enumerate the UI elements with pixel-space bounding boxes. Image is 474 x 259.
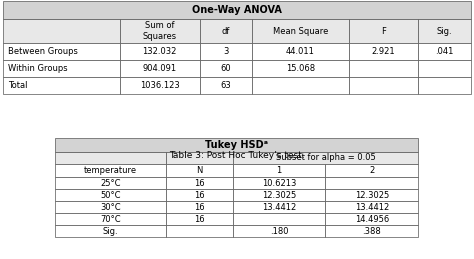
FancyBboxPatch shape (349, 77, 418, 94)
Text: 50°C: 50°C (100, 191, 121, 199)
FancyBboxPatch shape (55, 201, 166, 213)
Text: 70°C: 70°C (100, 214, 121, 224)
FancyBboxPatch shape (252, 60, 349, 77)
FancyBboxPatch shape (349, 19, 418, 43)
FancyBboxPatch shape (418, 60, 471, 77)
FancyBboxPatch shape (166, 189, 233, 201)
Text: temperature: temperature (84, 166, 137, 175)
FancyBboxPatch shape (200, 19, 252, 43)
FancyBboxPatch shape (55, 164, 166, 177)
FancyBboxPatch shape (233, 164, 326, 177)
Text: 60: 60 (220, 64, 231, 73)
Text: 3: 3 (223, 47, 228, 56)
Text: Sig.: Sig. (103, 227, 118, 235)
Text: .041: .041 (435, 47, 454, 56)
Text: One-Way ANOVA: One-Way ANOVA (192, 5, 282, 15)
FancyBboxPatch shape (326, 189, 418, 201)
Text: df: df (222, 26, 230, 35)
FancyBboxPatch shape (120, 43, 200, 60)
Text: 2.921: 2.921 (371, 47, 395, 56)
FancyBboxPatch shape (55, 213, 166, 225)
FancyBboxPatch shape (55, 177, 166, 189)
FancyBboxPatch shape (233, 177, 326, 189)
FancyBboxPatch shape (200, 77, 252, 94)
Text: 13.4412: 13.4412 (262, 203, 296, 212)
Text: 2: 2 (369, 166, 374, 175)
FancyBboxPatch shape (166, 177, 233, 189)
FancyBboxPatch shape (349, 43, 418, 60)
Text: Sig.: Sig. (437, 26, 452, 35)
FancyBboxPatch shape (233, 225, 326, 237)
Text: 16: 16 (194, 191, 205, 199)
FancyBboxPatch shape (200, 60, 252, 77)
Text: 25°C: 25°C (100, 178, 121, 188)
Text: Sum of
Squares: Sum of Squares (143, 21, 177, 41)
FancyBboxPatch shape (120, 60, 200, 77)
Text: 14.4956: 14.4956 (355, 214, 389, 224)
FancyBboxPatch shape (326, 201, 418, 213)
FancyBboxPatch shape (233, 152, 418, 164)
FancyBboxPatch shape (166, 225, 233, 237)
Text: 63: 63 (220, 81, 231, 90)
Text: N: N (196, 166, 203, 175)
FancyBboxPatch shape (349, 60, 418, 77)
FancyBboxPatch shape (233, 201, 326, 213)
Text: 13.4412: 13.4412 (355, 203, 389, 212)
Text: .180: .180 (270, 227, 288, 235)
FancyBboxPatch shape (326, 164, 418, 177)
FancyBboxPatch shape (233, 213, 326, 225)
FancyBboxPatch shape (120, 77, 200, 94)
FancyBboxPatch shape (166, 152, 233, 164)
Text: 12.3025: 12.3025 (355, 191, 389, 199)
FancyBboxPatch shape (55, 189, 166, 201)
Text: 44.011: 44.011 (286, 47, 315, 56)
FancyBboxPatch shape (233, 189, 326, 201)
Text: 1036.123: 1036.123 (140, 81, 180, 90)
FancyBboxPatch shape (3, 43, 120, 60)
FancyBboxPatch shape (418, 19, 471, 43)
Text: 15.068: 15.068 (286, 64, 315, 73)
Text: Subset for alpha = 0.05: Subset for alpha = 0.05 (275, 154, 375, 162)
Text: Within Groups: Within Groups (8, 64, 67, 73)
FancyBboxPatch shape (252, 19, 349, 43)
FancyBboxPatch shape (326, 225, 418, 237)
FancyBboxPatch shape (166, 201, 233, 213)
FancyBboxPatch shape (3, 60, 120, 77)
FancyBboxPatch shape (418, 77, 471, 94)
FancyBboxPatch shape (120, 19, 200, 43)
FancyBboxPatch shape (55, 138, 418, 152)
Text: F: F (381, 26, 386, 35)
Text: 132.032: 132.032 (143, 47, 177, 56)
Text: 1: 1 (276, 166, 282, 175)
FancyBboxPatch shape (55, 225, 166, 237)
FancyBboxPatch shape (3, 1, 471, 19)
FancyBboxPatch shape (166, 213, 233, 225)
Text: Mean Square: Mean Square (273, 26, 328, 35)
Text: Between Groups: Between Groups (8, 47, 78, 56)
Text: 10.6213: 10.6213 (262, 178, 296, 188)
Text: 904.091: 904.091 (143, 64, 177, 73)
FancyBboxPatch shape (418, 43, 471, 60)
FancyBboxPatch shape (3, 77, 120, 94)
FancyBboxPatch shape (3, 19, 120, 43)
FancyBboxPatch shape (326, 177, 418, 189)
Text: 30°C: 30°C (100, 203, 121, 212)
FancyBboxPatch shape (252, 77, 349, 94)
Text: 12.3025: 12.3025 (262, 191, 296, 199)
FancyBboxPatch shape (166, 164, 233, 177)
Text: 16: 16 (194, 214, 205, 224)
Text: 16: 16 (194, 203, 205, 212)
FancyBboxPatch shape (200, 43, 252, 60)
FancyBboxPatch shape (55, 152, 166, 164)
FancyBboxPatch shape (252, 43, 349, 60)
Text: Table 3: Post Hoc Tukey’s test.: Table 3: Post Hoc Tukey’s test. (169, 150, 305, 160)
Text: Total: Total (8, 81, 27, 90)
FancyBboxPatch shape (326, 213, 418, 225)
Text: Tukey HSDᵃ: Tukey HSDᵃ (205, 140, 268, 150)
Text: .388: .388 (362, 227, 381, 235)
Text: 16: 16 (194, 178, 205, 188)
